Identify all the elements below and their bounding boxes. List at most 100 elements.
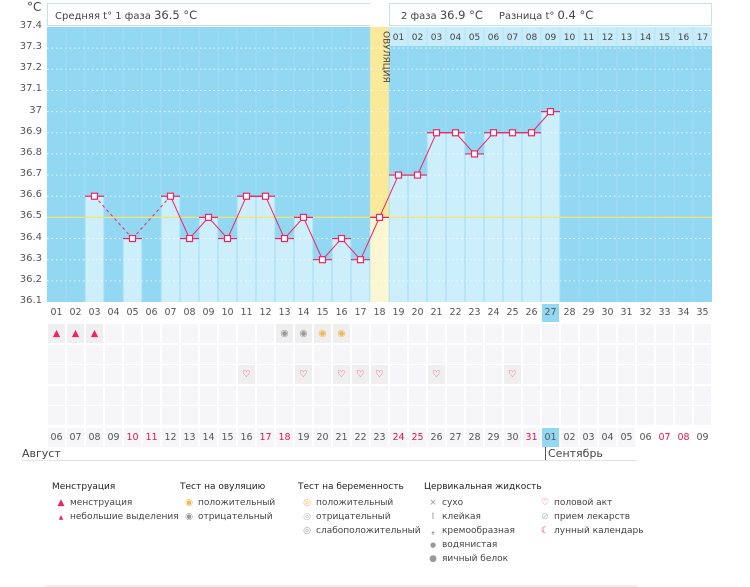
date-label[interactable]: 16 xyxy=(238,428,255,447)
marker-cell[interactable] xyxy=(124,324,141,343)
temp-point[interactable] xyxy=(299,213,308,221)
marker-cell[interactable] xyxy=(580,365,597,384)
marker-cell[interactable] xyxy=(485,406,502,425)
marker-cell[interactable] xyxy=(618,365,635,384)
marker-cell[interactable] xyxy=(162,344,179,364)
temp-point[interactable] xyxy=(470,150,479,158)
marker-cell[interactable] xyxy=(124,365,141,384)
cycle-day-label[interactable]: 26 xyxy=(525,307,538,318)
cycle-day-label[interactable]: 10 xyxy=(221,307,234,318)
marker-cell[interactable] xyxy=(409,406,426,425)
cycle-day-label[interactable]: 11 xyxy=(240,307,253,318)
date-label[interactable]: 12 xyxy=(162,428,179,447)
marker-cell[interactable] xyxy=(314,365,331,384)
cycle-day-label[interactable]: 09 xyxy=(202,307,215,318)
cycle-day-label[interactable]: 33 xyxy=(658,307,671,318)
marker-cell[interactable] xyxy=(352,385,369,405)
cycle-day-label[interactable]: 31 xyxy=(620,307,633,318)
marker-cell[interactable] xyxy=(86,385,103,405)
date-label[interactable]: 20 xyxy=(314,428,331,447)
marker-cell[interactable] xyxy=(371,406,388,425)
temp-point[interactable] xyxy=(261,192,270,200)
marker-cell[interactable] xyxy=(314,406,331,425)
cycle-day-label[interactable]: 03 xyxy=(88,307,101,318)
marker-cell[interactable] xyxy=(352,324,369,343)
ovtest-negative-icon[interactable]: ◉ xyxy=(276,324,293,343)
temp-point[interactable] xyxy=(413,171,422,179)
ovtest-negative-icon[interactable]: ◉ xyxy=(295,324,312,343)
marker-cell[interactable] xyxy=(694,324,711,343)
marker-cell[interactable] xyxy=(485,365,502,384)
marker-cell[interactable] xyxy=(523,365,540,384)
marker-cell[interactable] xyxy=(333,406,350,425)
marker-cell[interactable] xyxy=(181,406,198,425)
date-label[interactable]: 04 xyxy=(599,428,616,447)
marker-cell[interactable] xyxy=(276,344,293,364)
marker-cell[interactable] xyxy=(162,324,179,343)
marker-cell[interactable] xyxy=(409,385,426,405)
marker-cell[interactable] xyxy=(694,385,711,405)
date-label[interactable]: 08 xyxy=(86,428,103,447)
cycle-day-label[interactable]: 04 xyxy=(107,307,120,318)
marker-cell[interactable] xyxy=(219,365,236,384)
menstruation-icon[interactable]: ▲ xyxy=(86,324,103,343)
marker-cell[interactable] xyxy=(143,324,160,343)
marker-cell[interactable] xyxy=(143,385,160,405)
marker-cell[interactable] xyxy=(466,406,483,425)
marker-cell[interactable] xyxy=(675,385,692,405)
marker-cell[interactable] xyxy=(504,344,521,364)
cycle-day-label[interactable]: 35 xyxy=(696,307,709,318)
marker-cell[interactable] xyxy=(181,365,198,384)
marker-cell[interactable] xyxy=(333,344,350,364)
marker-cell[interactable] xyxy=(257,365,274,384)
marker-cell[interactable] xyxy=(48,406,65,425)
heart-icon[interactable]: ♡ xyxy=(295,365,312,384)
marker-cell[interactable] xyxy=(523,344,540,364)
heart-icon[interactable]: ♡ xyxy=(333,365,350,384)
date-label[interactable]: 06 xyxy=(48,428,65,447)
date-label[interactable]: 03 xyxy=(580,428,597,447)
heart-icon[interactable]: ♡ xyxy=(371,365,388,384)
marker-cell[interactable] xyxy=(390,385,407,405)
marker-cell[interactable] xyxy=(105,344,122,364)
marker-cell[interactable] xyxy=(599,365,616,384)
marker-cell[interactable] xyxy=(371,324,388,343)
marker-cell[interactable] xyxy=(504,324,521,343)
temp-point[interactable] xyxy=(527,129,536,137)
temp-point[interactable] xyxy=(432,129,441,137)
marker-cell[interactable] xyxy=(238,406,255,425)
heart-icon[interactable]: ♡ xyxy=(352,365,369,384)
ovtest-positive-icon[interactable]: ◉ xyxy=(314,324,331,343)
marker-cell[interactable] xyxy=(162,365,179,384)
marker-cell[interactable] xyxy=(428,406,445,425)
marker-cell[interactable] xyxy=(637,324,654,343)
marker-cell[interactable] xyxy=(618,385,635,405)
temp-point[interactable] xyxy=(489,129,498,137)
marker-cell[interactable] xyxy=(523,385,540,405)
marker-cell[interactable] xyxy=(618,324,635,343)
temp-point[interactable] xyxy=(204,213,213,221)
marker-cell[interactable] xyxy=(542,385,559,405)
date-label[interactable]: 09 xyxy=(696,432,709,443)
marker-cell[interactable] xyxy=(580,385,597,405)
marker-cell[interactable] xyxy=(447,324,464,343)
marker-cell[interactable] xyxy=(485,324,502,343)
marker-cell[interactable] xyxy=(238,344,255,364)
marker-cell[interactable] xyxy=(599,344,616,364)
marker-cell[interactable] xyxy=(371,385,388,405)
date-label[interactable]: 01 xyxy=(542,428,559,447)
temp-point[interactable] xyxy=(337,234,346,243)
temp-point[interactable] xyxy=(546,108,555,116)
marker-cell[interactable] xyxy=(48,365,65,384)
date-label[interactable]: 26 xyxy=(428,428,445,447)
marker-cell[interactable] xyxy=(618,406,635,425)
marker-cell[interactable] xyxy=(390,406,407,425)
temp-point[interactable] xyxy=(280,234,289,243)
marker-cell[interactable] xyxy=(542,344,559,364)
date-label[interactable]: 05 xyxy=(618,428,635,447)
marker-cell[interactable] xyxy=(67,344,84,364)
marker-cell[interactable] xyxy=(219,324,236,343)
marker-cell[interactable] xyxy=(466,385,483,405)
cycle-day-label[interactable]: 23 xyxy=(468,307,481,318)
cycle-day-label[interactable]: 27 xyxy=(542,304,559,322)
